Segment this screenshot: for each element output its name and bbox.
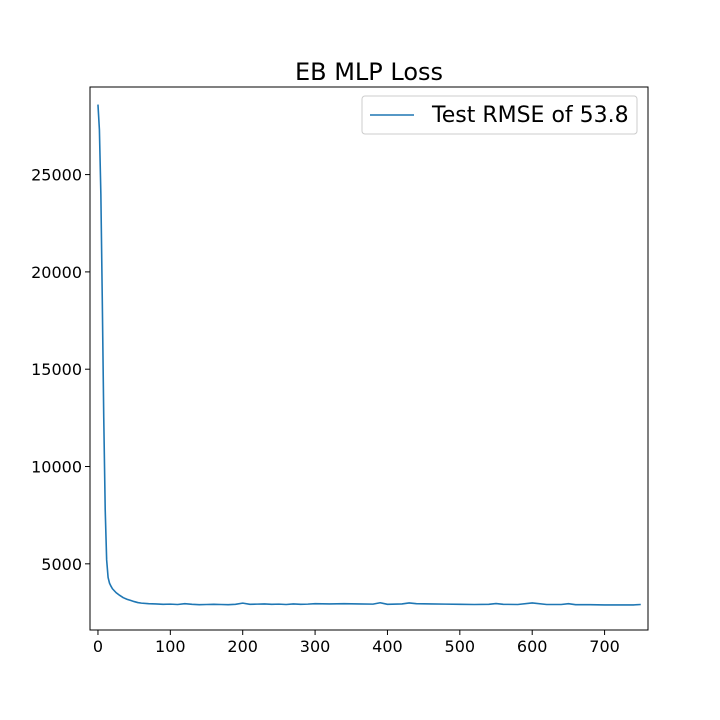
y-tick-label: 5000 xyxy=(41,555,82,574)
x-tick-label: 500 xyxy=(445,637,476,656)
x-tick-label: 300 xyxy=(300,637,331,656)
plot-area: 0 100 200 300 400 500 600 700 5000 10000 15000 200… xyxy=(31,86,649,656)
plot-frame xyxy=(89,86,649,631)
legend-box xyxy=(361,95,638,135)
y-axis: 5000 10000 15000 20000 25000 xyxy=(31,166,90,574)
y-tick-label: 10000 xyxy=(31,458,82,477)
y-tick-label: 15000 xyxy=(31,360,82,379)
x-tick-label: 200 xyxy=(227,637,258,656)
x-tick-label: 100 xyxy=(155,637,186,656)
x-tick-label: 0 xyxy=(93,637,103,656)
x-tick-label: 600 xyxy=(517,637,548,656)
x-axis: 0 100 200 300 400 500 600 700 xyxy=(93,630,620,656)
legend: Test RMSE of 53.8 xyxy=(361,95,638,135)
legend-entry-label: Test RMSE of 53.8 xyxy=(431,103,629,128)
y-tick-label: 25000 xyxy=(31,166,82,185)
chart-title: EB MLP Loss xyxy=(295,58,443,86)
series-line xyxy=(97,104,641,606)
x-tick-label: 700 xyxy=(589,637,620,656)
y-tick-label: 20000 xyxy=(31,263,82,282)
x-tick-label: 400 xyxy=(372,637,403,656)
